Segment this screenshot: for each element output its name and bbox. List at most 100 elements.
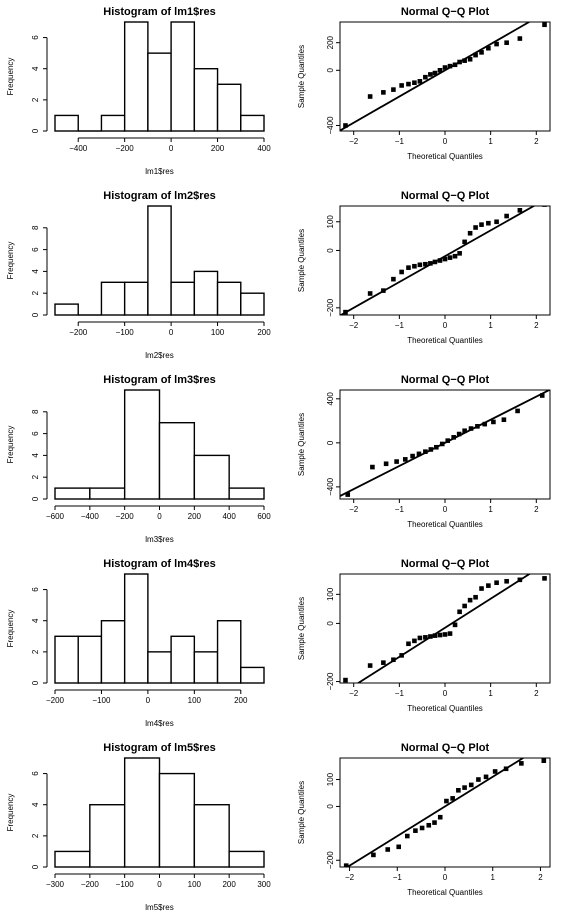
x-tick-label: −100 — [92, 696, 111, 705]
y-tick-label: 0 — [31, 128, 40, 133]
qq-point — [432, 633, 438, 638]
x-axis-label: Theoretical Quantiles — [407, 336, 483, 345]
qq-point — [542, 576, 547, 581]
qq-point — [412, 263, 417, 269]
qq-plot-panel-2: Normal Q−Q Plot −2 −1 0 1 2 −200 0 100 Theoretica… — [284, 184, 568, 367]
x-tick-label: 2 — [534, 137, 539, 146]
histogram-panel-5: Histogram of lm5$res −300 −200 −100 0 100 200 3… — [0, 736, 284, 919]
x-axis-label: Theoretical Quantiles — [407, 704, 483, 713]
histogram-bar — [170, 281, 196, 316]
qq-point — [432, 259, 438, 265]
x-axis-label: lm2$res — [145, 351, 173, 360]
histogram-panel-3: Histogram of lm3$res −600 −400 −200 0 200 400 6… — [0, 368, 284, 551]
histogram-bar — [123, 281, 149, 316]
x-tick-label: 2 — [538, 873, 543, 882]
histogram-bar — [193, 651, 219, 684]
qq-point — [467, 56, 473, 62]
histogram-bar — [100, 281, 126, 316]
x-axis-label: lm4$res — [145, 719, 173, 728]
qq-reference-line — [340, 22, 531, 131]
histogram-bar — [89, 487, 126, 500]
chart-title: Normal Q−Q Plot — [401, 742, 490, 754]
qq-point — [423, 635, 428, 640]
qq-plot-panel-4: Normal Q−Q Plot −2 −1 0 1 2 −200 0 100 Theoretica… — [284, 552, 568, 735]
x-tick-label: 200 — [257, 328, 271, 337]
x-tick-label: −200 — [46, 696, 65, 705]
chart-title: Histogram of lm4$res — [103, 558, 215, 570]
y-tick-label: 8 — [31, 409, 40, 414]
y-tick-label: −400 — [326, 116, 335, 135]
y-tick-label: 0 — [31, 864, 40, 869]
y-axis-label: Sample Quantiles — [297, 781, 306, 844]
y-tick-label: 4 — [31, 618, 40, 623]
histogram-bar — [147, 52, 172, 132]
y-tick-label: −200 — [326, 298, 335, 317]
qq-point — [417, 262, 423, 268]
histogram-bar — [123, 21, 149, 132]
qq-point — [494, 41, 499, 47]
qq-point — [428, 72, 433, 77]
qq-point — [434, 444, 439, 450]
y-axis-label: Frequency — [6, 426, 15, 464]
qq-point — [473, 594, 478, 600]
y-axis-label: Frequency — [6, 242, 15, 280]
qq-point — [486, 583, 491, 588]
qq-point — [412, 80, 417, 86]
qq-point — [423, 449, 428, 454]
y-tick-label: 4 — [31, 269, 40, 274]
x-tick-label: 1 — [491, 873, 496, 882]
qq-point — [437, 814, 443, 820]
histogram-bar — [240, 292, 265, 316]
x-tick-label: 400 — [257, 144, 271, 153]
qq-point — [451, 435, 456, 440]
qq-point — [457, 251, 462, 256]
y-tick-label: 400 — [326, 392, 335, 406]
qq-point — [486, 220, 491, 226]
qq-point — [381, 288, 386, 293]
chart-title: Histogram of lm1$res — [103, 6, 215, 18]
x-tick-label: 0 — [169, 144, 174, 153]
qq-point — [504, 213, 509, 219]
x-tick-label: −200 — [116, 144, 135, 153]
qq-point — [394, 459, 399, 464]
y-tick-label: −400 — [326, 477, 335, 496]
qq-point — [539, 393, 545, 398]
histogram-bar — [240, 114, 265, 132]
x-tick-label: 300 — [257, 880, 271, 889]
qq-point — [417, 635, 423, 641]
qq-point — [437, 67, 443, 73]
qq-point — [432, 70, 438, 76]
x-tick-label: 200 — [234, 696, 248, 705]
y-axis-label: Frequency — [6, 610, 15, 648]
y-tick-label: 6 — [31, 587, 40, 592]
histogram-bar — [193, 804, 230, 868]
qq-point — [417, 79, 423, 84]
x-tick-label: 2 — [534, 321, 539, 330]
y-tick-label: 8 — [31, 225, 40, 230]
qq-point — [492, 769, 498, 774]
qq-point — [504, 40, 509, 45]
histogram-bar — [193, 68, 219, 132]
qq-point — [542, 22, 547, 28]
qq-point — [406, 265, 411, 270]
histogram-panel-4: Histogram of lm4$res −200 −100 0 100 200 0 2 4 6 l… — [0, 552, 284, 735]
qq-point — [423, 74, 428, 80]
qq-point — [406, 641, 411, 647]
x-tick-label: 200 — [188, 512, 202, 521]
x-tick-label: −400 — [81, 512, 100, 521]
histogram-bar — [54, 635, 79, 684]
y-tick-label: 0 — [31, 680, 40, 685]
qq-point — [444, 798, 449, 804]
x-tick-label: 1 — [488, 137, 493, 146]
chart-title: Histogram of lm2$res — [103, 190, 215, 202]
x-tick-label: 0 — [157, 880, 162, 889]
qq-point — [428, 261, 433, 266]
x-tick-label: −2 — [345, 873, 355, 882]
y-tick-label: 0 — [31, 496, 40, 501]
qq-point — [462, 58, 467, 63]
chart-svg: Histogram of lm1$res −400 −200 0 200 400 0 2 4 6 l… — [6, 6, 271, 176]
qq-point — [494, 580, 499, 586]
x-axis-label: lm5$res — [145, 903, 173, 912]
qq-point — [473, 225, 478, 230]
qq-point — [345, 492, 351, 497]
